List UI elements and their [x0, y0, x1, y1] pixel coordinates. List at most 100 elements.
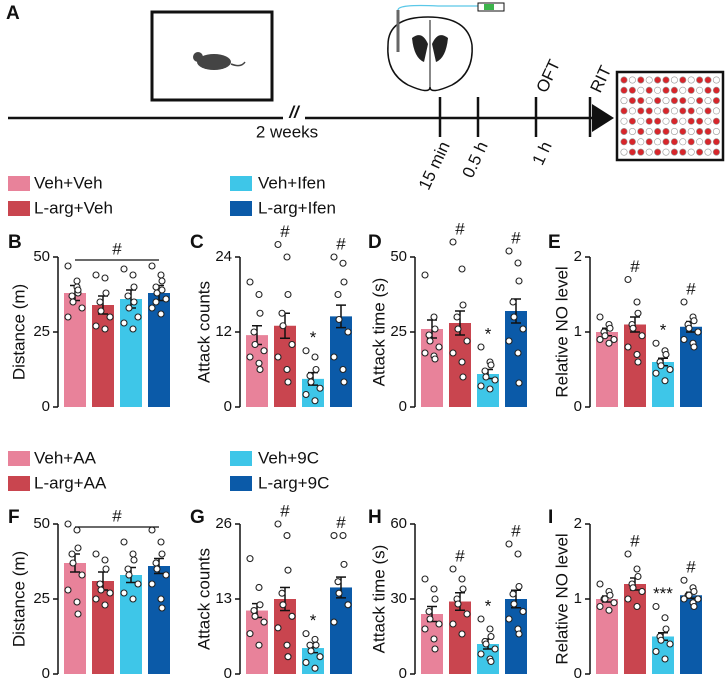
data-point	[246, 353, 254, 361]
data-point	[629, 324, 637, 332]
data-point	[624, 275, 632, 284]
data-point	[92, 271, 100, 279]
significance-mark: #	[455, 219, 465, 238]
significance-mark: #	[336, 513, 346, 532]
data-point	[69, 559, 77, 567]
data-point	[246, 630, 254, 638]
bar	[449, 601, 471, 674]
data-point	[690, 587, 698, 596]
data-point	[454, 600, 462, 608]
well	[712, 97, 720, 105]
significance-mark: *	[310, 611, 317, 630]
data-point	[158, 286, 166, 294]
data-point	[311, 353, 319, 361]
data-point	[606, 591, 614, 599]
significance-mark: #	[280, 222, 290, 241]
data-point	[634, 358, 642, 366]
well	[687, 117, 695, 125]
data-point	[330, 618, 338, 626]
data-point	[505, 247, 513, 255]
y-tick-label: 25	[33, 590, 50, 607]
data-point	[633, 350, 641, 359]
data-point	[64, 262, 72, 270]
well	[637, 86, 645, 94]
well	[704, 76, 712, 84]
data-point	[606, 324, 614, 332]
data-point	[335, 589, 343, 597]
data-point	[421, 349, 429, 357]
data-point	[288, 340, 296, 349]
y-tick-label: 30	[390, 590, 407, 607]
well	[670, 138, 678, 146]
panel-letter: H	[368, 507, 382, 528]
data-point	[662, 350, 670, 359]
well	[620, 138, 628, 146]
bar	[505, 311, 527, 407]
data-point	[255, 641, 263, 649]
data-point	[680, 335, 688, 344]
data-point	[153, 289, 161, 297]
bracket-label: #	[112, 506, 122, 525]
data-point	[102, 565, 110, 573]
data-point	[74, 544, 82, 552]
significance-mark: #	[511, 521, 521, 540]
data-point	[339, 531, 347, 540]
data-point	[335, 315, 343, 324]
panel-letter: I	[548, 507, 553, 528]
data-point	[491, 645, 499, 653]
data-point	[255, 359, 263, 367]
data-point	[307, 647, 315, 655]
legend-label: L-arg+9C	[258, 473, 329, 492]
data-point	[96, 580, 104, 588]
data-point	[453, 313, 461, 321]
y-tick-label: 0	[42, 398, 50, 415]
data-point	[130, 298, 138, 306]
data-point	[334, 578, 342, 586]
data-point	[458, 630, 466, 638]
data-point	[685, 324, 693, 332]
y-axis-label: Attack time (s)	[369, 545, 388, 654]
data-point	[78, 571, 86, 579]
data-point	[430, 585, 438, 593]
well	[687, 86, 695, 94]
data-point	[158, 550, 166, 558]
data-point	[486, 625, 494, 633]
well	[679, 76, 687, 84]
data-point	[426, 337, 434, 345]
well	[670, 117, 678, 125]
well	[670, 97, 678, 105]
data-point	[431, 355, 439, 363]
data-point	[435, 620, 443, 628]
well	[628, 86, 636, 94]
data-point	[101, 274, 109, 282]
legend-swatch	[8, 176, 30, 191]
data-point	[662, 625, 670, 633]
well	[679, 86, 687, 94]
data-point	[431, 595, 439, 603]
legend-label: L-arg+Ifen	[258, 198, 336, 217]
data-point	[430, 635, 438, 643]
data-point	[148, 262, 156, 270]
data-point	[657, 636, 665, 644]
well	[662, 117, 670, 125]
y-tick-label: 12	[215, 323, 232, 340]
data-point	[652, 369, 660, 377]
bar	[596, 599, 618, 674]
well	[679, 148, 687, 156]
data-point	[638, 332, 646, 340]
data-point	[481, 367, 489, 375]
data-point	[605, 339, 613, 347]
well	[704, 97, 712, 105]
data-point	[246, 278, 254, 286]
legend: Veh+AA L-arg+AA Veh+9C L-arg+9C	[8, 448, 329, 492]
data-point	[685, 591, 693, 599]
legend-label: Veh+Veh	[34, 173, 103, 192]
data-point	[509, 298, 517, 306]
data-point	[101, 556, 109, 564]
well	[679, 97, 687, 105]
data-point	[624, 550, 632, 558]
y-tick-label: 0	[574, 665, 582, 682]
data-point	[449, 620, 457, 628]
y-tick-label: 0	[224, 398, 232, 415]
